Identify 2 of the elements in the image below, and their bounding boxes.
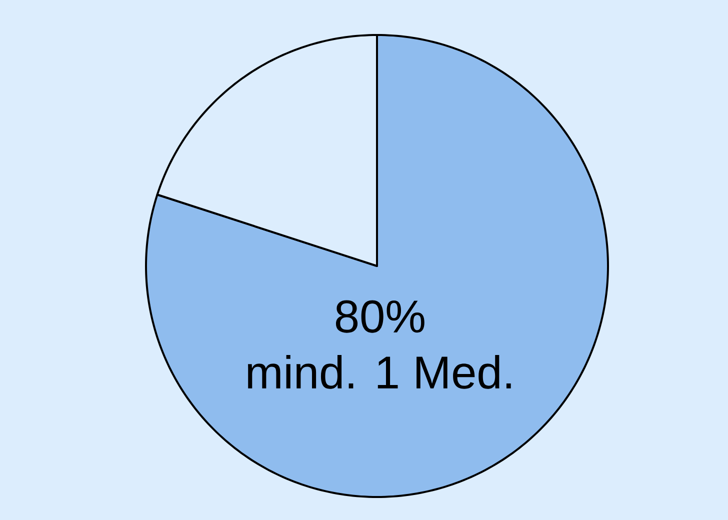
slice-label: mind. 1 Med. — [248, 355, 511, 389]
data-label: 80% — [336, 300, 424, 333]
